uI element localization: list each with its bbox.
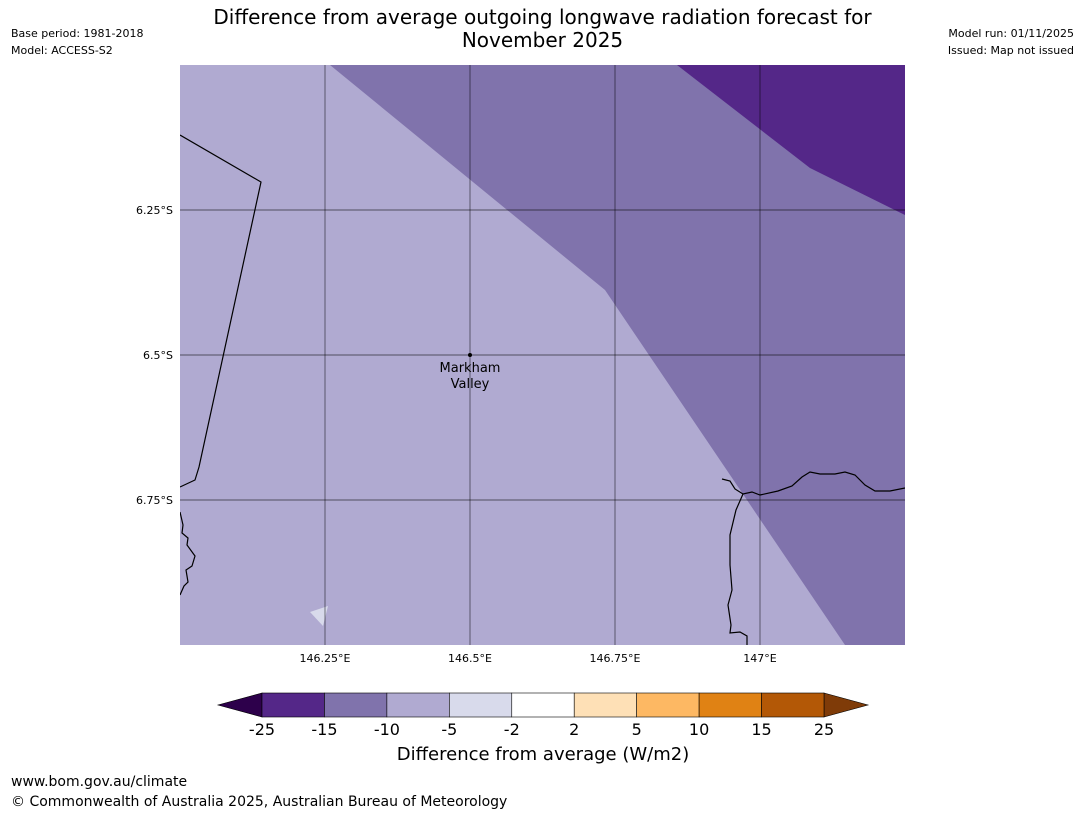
place-label-line-2: Valley: [451, 377, 490, 392]
colorbar-extend-low: [216, 692, 263, 718]
place-marker: [468, 353, 472, 357]
place-label-line-1: Markham: [440, 361, 501, 376]
lon-tick-label: 146.5°E: [448, 652, 492, 665]
title-line-2: November 2025: [461, 28, 624, 52]
lon-tick-label: 146.75°E: [590, 652, 641, 665]
lat-tick-label: 6.75°S: [136, 494, 173, 507]
colorbar-bin: [324, 692, 388, 718]
lat-tick-label: 6.25°S: [136, 204, 173, 217]
colorbar-tick-label: -2: [504, 720, 520, 739]
colorbar-tick-label: 15: [751, 720, 771, 739]
colorbar-tick-label: -25: [249, 720, 275, 739]
colorbar-bin: [573, 692, 637, 718]
colorbar-tick-label: 5: [632, 720, 642, 739]
colorbar-bin: [386, 692, 450, 718]
fill-category-dark: [677, 65, 905, 215]
colorbar-bin: [449, 692, 513, 718]
map-title: Difference from average outgoing longwav…: [180, 6, 905, 52]
issued-status: Issued: Map not issued: [947, 44, 1074, 57]
colorbar-extend-high: [823, 692, 870, 718]
coastline-east: [721, 471, 905, 496]
model-name: Model: ACCESS-S2: [11, 44, 113, 57]
colorbar-label: Difference from average (W/m2): [396, 744, 690, 765]
colorbar-tick-label: -10: [374, 720, 400, 739]
colorbar-bin: [698, 692, 762, 718]
lon-tick-label: 146.25°E: [300, 652, 351, 665]
colorbar-tick-label: 2: [569, 720, 579, 739]
river-line: [727, 493, 748, 645]
colorbar-tick-label: -15: [311, 720, 337, 739]
colorbar-bin: [261, 692, 325, 718]
footer-url: www.bom.gov.au/climate: [11, 774, 188, 790]
meta-right: Model run: 01/11/2025 Issued: Map not is…: [948, 25, 1074, 59]
meta-left: Base period: 1981-2018 Model: ACCESS-S2: [11, 25, 143, 59]
model-run: Model run: 01/11/2025: [948, 27, 1074, 40]
coastline-west: [180, 511, 196, 596]
fill-patch: [310, 606, 328, 626]
lat-tick-label: 6.5°S: [143, 349, 173, 362]
colorbar-tick-label: -5: [441, 720, 457, 739]
colorbar-tick-label: 25: [814, 720, 834, 739]
colorbar-tick-label: 10: [689, 720, 709, 739]
footer-copyright: © Commonwealth of Australia 2025, Austra…: [11, 794, 508, 810]
colorbar-bin: [761, 692, 825, 718]
title-line-1: Difference from average outgoing longwav…: [213, 5, 872, 29]
base-period: Base period: 1981-2018: [11, 27, 144, 40]
lon-tick-label: 147°E: [743, 652, 776, 665]
colorbar-bin: [511, 692, 575, 718]
colorbar-bin: [636, 692, 700, 718]
border-line: [180, 134, 262, 488]
